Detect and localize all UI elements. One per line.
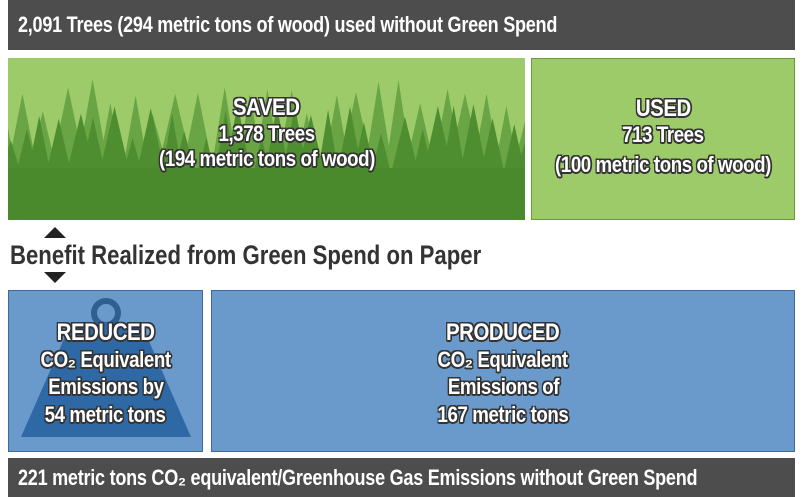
reduced-title: REDUCED [56, 319, 155, 346]
used-box: USED 713 Trees (100 metric tons of wood) [531, 58, 795, 220]
produced-line: Emissions of [447, 374, 559, 399]
saved-title: SAVED [233, 94, 300, 121]
arrow-up [44, 227, 66, 238]
forest-floor [8, 168, 525, 220]
saved-box: SAVED 1,378 Trees (194 metric tons of wo… [8, 58, 525, 220]
produced-line: CO₂ Equivalent [437, 347, 569, 372]
reduced-box: REDUCED CO₂ Equivalent Emissions by 54 m… [8, 290, 203, 452]
tree-silhouette [8, 79, 525, 220]
saved-line: 1,378 Trees [218, 121, 315, 146]
reduced-line: Emissions by [47, 374, 164, 399]
reduced-line: 54 metric tons [45, 402, 166, 427]
produced-box: PRODUCED CO₂ Equivalent Emissions of 167… [211, 290, 795, 452]
weight-body [21, 323, 191, 437]
benefit-heading: Benefit Realized from Green Spend on Pap… [10, 240, 482, 270]
weight-icon [21, 298, 191, 437]
header-text: 2,091 Trees (294 metric tons of wood) us… [18, 12, 558, 37]
footer-bar: 221 metric tons CO₂ equivalent/Greenhous… [8, 458, 795, 497]
reduced-line: CO₂ Equivalent [40, 347, 171, 372]
footer-text: 221 metric tons CO₂ equivalent/Greenhous… [18, 464, 698, 490]
arrow-down [44, 272, 66, 283]
used-line: 713 Trees [622, 122, 704, 147]
used-title: USED [635, 95, 691, 122]
produced-line: 167 metric tons [437, 402, 569, 427]
arrows [44, 227, 66, 283]
header-bar: 2,091 Trees (294 metric tons of wood) us… [8, 0, 795, 50]
used-line: (100 metric tons of wood) [555, 152, 771, 177]
saved-line: (194 metric tons of wood) [158, 146, 375, 171]
produced-title: PRODUCED [446, 319, 560, 346]
